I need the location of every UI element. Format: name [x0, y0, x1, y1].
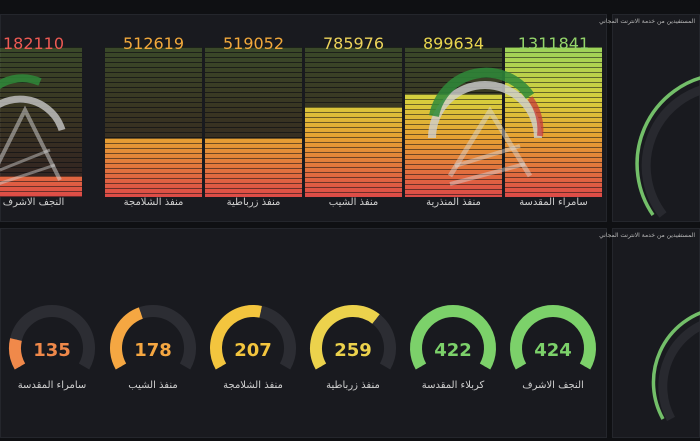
side-panel-title: المستفيدين من خدمة الانترنت المجاني — [599, 18, 695, 25]
bar-fill — [0, 176, 82, 197]
gauge-label: منفذ الشلامجة — [223, 380, 283, 391]
gauge-value: 207 — [234, 340, 272, 361]
gauge: 178 — [108, 296, 198, 376]
bar-column: 182110 — [0, 34, 82, 197]
emblem-watermark-left — [0, 74, 66, 185]
gauge-value: 135 — [33, 340, 71, 361]
bar-label: منفذ زرباطية — [226, 197, 281, 208]
bar-label: سامراء المقدسة — [519, 197, 588, 208]
bar-label: منفذ المنذرية — [426, 197, 481, 208]
side-gauge-arc-top — [635, 76, 700, 218]
gauge-label: منفذ زرباطية — [326, 380, 380, 391]
bar-column: 1311841 — [505, 34, 602, 197]
gauge-value: 178 — [134, 340, 172, 361]
gauge-value: 259 — [334, 340, 372, 361]
gauge-threshold-line — [115, 312, 142, 367]
gauge-label: سامراء المقدسة — [17, 380, 87, 391]
bar-fill — [505, 47, 602, 197]
bar-column: 519052 — [205, 34, 302, 197]
gauge: 422 — [408, 296, 498, 376]
side-gauge-panel-bottom: المستفيدين من خدمة الانترنت المجاني — [599, 228, 700, 438]
side-panel-title: المستفيدين من خدمة الانترنت المجاني — [599, 232, 695, 239]
side-gauge-arc-bottom — [651, 311, 700, 422]
bar-value: 182110 — [2, 34, 65, 53]
bar-label: منفذ الشيب — [328, 197, 379, 208]
gauge: 424 — [508, 296, 598, 376]
bar-fill — [405, 94, 502, 197]
gauge-panel — [0, 228, 607, 438]
gauge: 207 — [208, 296, 298, 376]
gauge-value: 424 — [534, 340, 572, 361]
bar-column: 512619 — [105, 34, 202, 197]
gauge-threshold-line — [515, 310, 591, 367]
gauge-dial — [410, 305, 496, 370]
gauge-label: منفذ الشيب — [128, 380, 178, 391]
bar-track — [0, 47, 82, 197]
gauge-dial — [210, 305, 296, 370]
bar-label: النجف الاشرف — [2, 197, 65, 208]
gauge-value: 422 — [434, 340, 472, 361]
gauge-label: النجف الاشرف — [522, 380, 584, 391]
bar-value: 1311841 — [517, 34, 590, 53]
gauge-dial — [310, 305, 396, 370]
bar-value: 899634 — [422, 34, 485, 53]
gauge-label: كربلاء المقدسة — [421, 380, 485, 391]
bar-label: منفذ الشلامجة — [123, 197, 184, 208]
bar-value: 519052 — [222, 34, 285, 53]
gauge: 259 — [308, 296, 398, 376]
side-gauge-panel-top: المستفيدين من خدمة الانترنت المجاني — [599, 14, 700, 222]
gauge-threshold-line — [415, 310, 491, 367]
gauge-dial — [110, 305, 196, 370]
gauge-dial — [510, 305, 596, 370]
bar-fill — [105, 138, 202, 197]
gauge-threshold-line — [315, 310, 377, 367]
bar-column: 785976 — [305, 34, 402, 197]
gauge-dial — [9, 305, 95, 370]
bar-value: 785976 — [322, 34, 385, 53]
emblem-watermark-right — [428, 67, 544, 186]
gauge: 135 — [7, 296, 97, 376]
bar-value: 512619 — [122, 34, 185, 53]
gauge-threshold-line — [14, 339, 21, 367]
bar-fill — [205, 138, 302, 197]
gauge-threshold-line — [215, 310, 261, 367]
bar-fill — [305, 107, 402, 197]
